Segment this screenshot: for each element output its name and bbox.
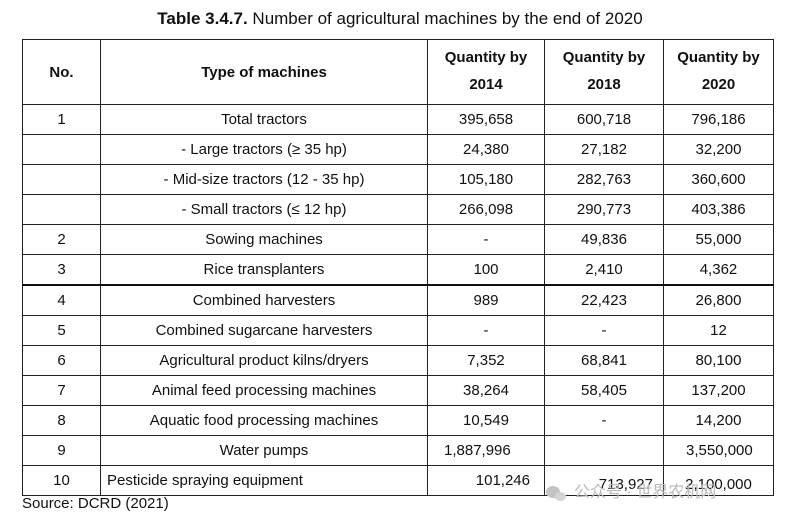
header-2014: Quantity by 2014 [427,39,545,105]
table-row: 9 Water pumps 1,887,996 3,550,000 [22,435,774,466]
cell-type: Total tractors [100,104,428,135]
table-row: - Mid-size tractors (12 - 35 hp) 105,180… [22,164,774,195]
cell-no [22,164,101,195]
cell-2014: 105,180 [427,164,545,195]
table-header-row: No. Type of machines Quantity by 2014 Qua… [22,39,774,105]
cell-2018: 22,423 [544,284,664,316]
cell-type: - Large tractors (≥ 35 hp) [100,134,428,165]
cell-type: Animal feed processing machines [100,375,428,406]
table-row: 7 Animal feed processing machines 38,264… [22,375,774,406]
cell-no: 4 [22,284,101,316]
cell-2018: - [544,405,664,436]
cell-2018: 713,927 [544,465,664,496]
cell-2018: 68,841 [544,345,664,376]
header-2018-line1: Quantity by [562,49,646,66]
table-caption: Table 3.4.7. Number of agricultural mach… [0,8,800,30]
cell-2018: 58,405 [544,375,664,406]
cell-no: 10 [22,465,101,496]
cell-2020: 12 [663,315,774,346]
cell-2014: - [427,315,545,346]
header-2018: Quantity by 2018 [544,39,664,105]
table-row: 2 Sowing machines - 49,836 55,000 [22,224,774,255]
cell-no [22,194,101,225]
header-2014-line2: 2014 [469,76,503,93]
cell-2020: 32,200 [663,134,774,165]
cell-2020: 26,800 [663,284,774,316]
cell-type: Combined sugarcane harvesters [100,315,428,346]
cell-2020: 796,186 [663,104,774,135]
header-type: Type of machines [100,39,428,105]
cell-no: 9 [22,435,101,466]
wechat-icon [546,484,568,502]
cell-2018: 49,836 [544,224,664,255]
cell-2018 [544,435,664,466]
header-no: No. [22,39,101,105]
cell-type: Rice transplanters [100,254,428,286]
cell-type: Water pumps [100,435,428,466]
cell-no: 6 [22,345,101,376]
table-row: 4 Combined harvesters 989 22,423 26,800 [22,284,774,316]
cell-no: 5 [22,315,101,346]
cell-type: Aquatic food processing machines [100,405,428,436]
cell-no: 7 [22,375,101,406]
cell-2014: 24,380 [427,134,545,165]
table-row: 5 Combined sugarcane harvesters - - 12 [22,315,774,346]
cell-2014: 266,098 [427,194,545,225]
cell-2014: 1,887,996 [427,435,545,466]
table-caption-text: Number of agricultural machines by the e… [247,9,643,28]
watermark-text: 公众号 · 世界农机网 [574,484,717,501]
cell-2020: 55,000 [663,224,774,255]
cell-2014: 7,352 [427,345,545,376]
cell-type: Combined harvesters [100,284,428,316]
table-row: 3 Rice transplanters 100 2,410 4,362 [22,254,774,286]
cell-2020: 137,200 [663,375,774,406]
cell-2020: 360,600 [663,164,774,195]
cell-2018: 27,182 [544,134,664,165]
header-2020: Quantity by 2020 [663,39,774,105]
table-row: - Small tractors (≤ 12 hp) 266,098 290,7… [22,194,774,225]
cell-2014: 38,264 [427,375,545,406]
table-row: 8 Aquatic food processing machines 10,54… [22,405,774,436]
header-2020-line2: 2020 [701,76,736,93]
cell-2014: 10,549 [427,405,545,436]
header-2018-line2: 2018 [587,76,621,93]
machines-table: No. Type of machines Quantity by 2014 Qua… [22,39,774,496]
watermark: 公众号 · 世界农机网 [546,483,716,503]
table-row: 6 Agricultural product kilns/dryers 7,35… [22,345,774,376]
cell-type: Sowing machines [100,224,428,255]
cell-2020: 4,362 [663,254,774,286]
table-caption-label: Table 3.4.7. [157,9,248,28]
cell-no: 2 [22,224,101,255]
cell-2018: 600,718 [544,104,664,135]
source-note: Source: DCRD (2021) [22,495,169,512]
cell-no: 1 [22,104,101,135]
cell-2014: 101,246 [427,465,545,496]
cell-2018: 290,773 [544,194,664,225]
cell-2014: 100 [427,254,545,286]
cell-2020: 3,550,000 [663,435,774,466]
cell-2018: - [544,315,664,346]
header-2014-line1: Quantity by [444,49,528,66]
cell-2014: - [427,224,545,255]
cell-type: Agricultural product kilns/dryers [100,345,428,376]
cell-no: 8 [22,405,101,436]
cell-2018: 2,410 [544,254,664,286]
cell-2020: 2,100,000 [663,465,774,496]
cell-2020: 14,200 [663,405,774,436]
cell-no: 3 [22,254,101,286]
table-row: - Large tractors (≥ 35 hp) 24,380 27,182… [22,134,774,165]
table-row: 10 Pesticide spraying equipment 101,246 … [22,465,774,496]
cell-2014: 989 [427,284,545,316]
cell-type: - Small tractors (≤ 12 hp) [100,194,428,225]
cell-2020: 403,386 [663,194,774,225]
cell-2014: 395,658 [427,104,545,135]
header-2020-line1: Quantity by [677,49,760,66]
table-row: 1 Total tractors 395,658 600,718 796,186 [22,104,774,135]
cell-2018: 282,763 [544,164,664,195]
cell-type: Pesticide spraying equipment [100,465,428,496]
cell-no [22,134,101,165]
cell-2020: 80,100 [663,345,774,376]
cell-type: - Mid-size tractors (12 - 35 hp) [100,164,428,195]
